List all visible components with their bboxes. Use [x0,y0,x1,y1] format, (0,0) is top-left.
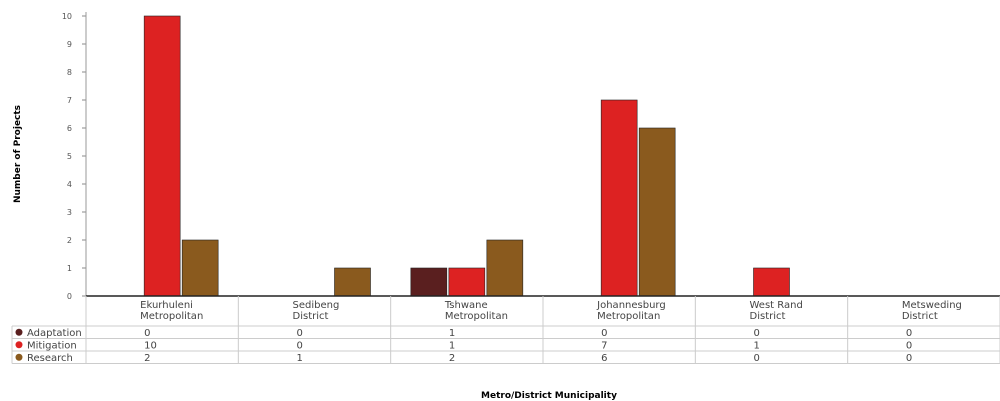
data-table-value: 1 [754,340,760,351]
data-table-value: 2 [144,353,150,364]
bars-layer [143,15,790,297]
data-table-value: 2 [449,353,455,364]
bar-research-ekurhuleni [181,239,219,297]
data-table-value: 0 [601,328,607,339]
bar-mitigation-tshwane [448,267,486,297]
data-table-value: 0 [906,353,912,364]
data-table-value: 7 [601,340,607,351]
data-table: Ekurhuleni Metropolitan Sedibeng District Ts… [11,296,1000,364]
data-table-value: 0 [754,328,760,339]
data-table-value: 0 [144,328,150,339]
data-table-value: 1 [449,328,455,339]
legend-swatch-adaptation [15,328,23,336]
bar-mitigation-ekurhuleni [143,15,181,297]
y-axis-label: Number of Projects [13,105,23,203]
bar-research-tshwane [486,239,524,297]
data-table-value: 1 [297,353,303,364]
bar-mitigation-west-rand [753,267,790,297]
y-tick-label: 5 [67,152,72,161]
y-tick-label: 10 [62,12,72,21]
x-axis-label: Metro/District Municipality [481,391,617,401]
bar-research-johannesburg [638,127,676,297]
axes [85,12,1000,297]
data-table-value: 0 [906,340,912,351]
y-tick-label: 7 [67,96,72,105]
x-tick-label: Johannesburg Metropolitan [596,300,666,322]
y-tick-label: 1 [67,264,72,273]
legend-label-adaptation: Adaptation [27,328,82,339]
bar-research-sedibeng [334,267,371,297]
x-tick-label: Sedibeng District [293,300,340,322]
data-table-value: 0 [754,353,760,364]
legend-swatch-research [15,353,23,361]
x-tick-label: Ekurhuleni Metropolitan [140,300,203,322]
y-tick-label: 3 [67,208,72,217]
x-tick-label: Metsweding District [902,300,962,322]
bar-mitigation-johannesburg [600,99,638,297]
x-tick-label: West Rand District [750,300,803,322]
data-table-value: 0 [297,328,303,339]
y-tick-label: 6 [67,124,72,133]
legend-label-mitigation: Mitigation [27,340,77,351]
bar-adaptation-tshwane [410,267,448,297]
x-tick-label: Tshwane Metropolitan [444,300,508,322]
data-table-value: 0 [297,340,303,351]
data-table-value: 6 [601,353,607,364]
y-tick-label: 8 [67,68,72,77]
y-axis-ticks: 0 1 2 3 4 5 6 7 8 9 10 [62,12,86,301]
data-table-value: 0 [906,328,912,339]
y-tick-label: 2 [67,236,72,245]
data-table-value: 1 [449,340,455,351]
y-tick-label: 0 [67,292,72,301]
legend-label-research: Research [27,353,73,364]
data-table-value: 10 [144,340,157,351]
y-tick-label: 4 [67,180,72,189]
legend-swatch-mitigation [15,341,23,349]
y-tick-label: 9 [67,40,72,49]
